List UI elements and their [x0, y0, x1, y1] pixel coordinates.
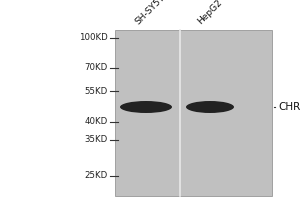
Text: SH-SY5Y: SH-SY5Y — [134, 0, 167, 26]
Ellipse shape — [186, 101, 234, 113]
Text: 35KD: 35KD — [85, 136, 108, 144]
Text: CHRM2: CHRM2 — [278, 102, 300, 112]
Bar — [115, 30, 272, 196]
Text: 70KD: 70KD — [85, 64, 108, 72]
Ellipse shape — [120, 101, 172, 113]
Text: 25KD: 25KD — [85, 171, 108, 180]
Text: 100KD: 100KD — [79, 33, 108, 43]
Text: HepG2: HepG2 — [196, 0, 224, 26]
Text: 55KD: 55KD — [85, 86, 108, 96]
Text: 40KD: 40KD — [85, 117, 108, 127]
